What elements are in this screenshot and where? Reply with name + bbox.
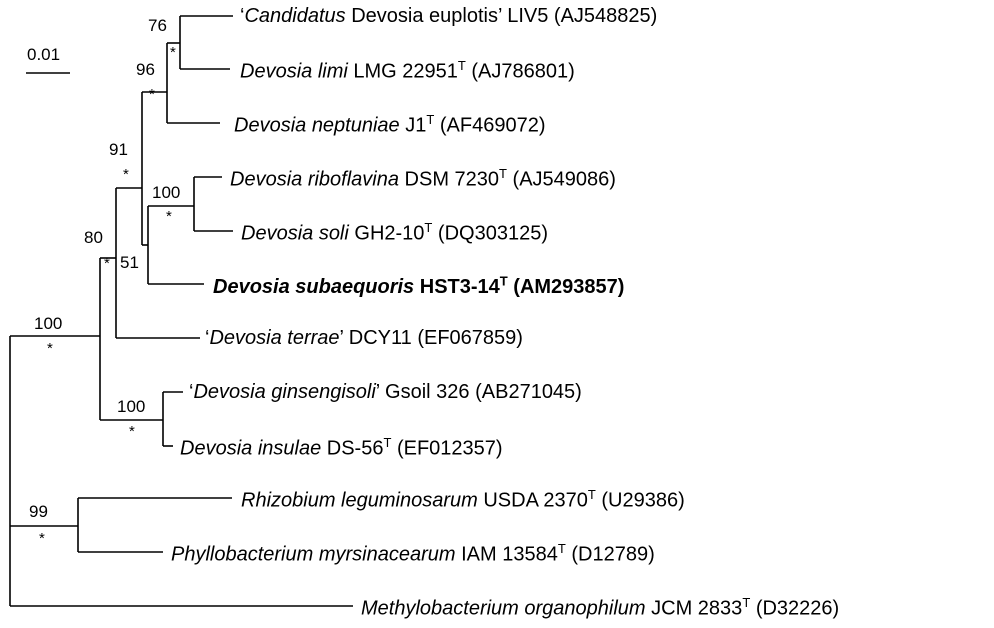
asterisk-node-devosia: * — [47, 340, 53, 357]
bootstrap-100-devosia: 100 — [34, 314, 63, 333]
close-quote: ’ — [339, 327, 344, 349]
asterisk-node-80: * — [104, 255, 110, 272]
open-quote: ‘ — [189, 381, 194, 403]
taxon-label-ginsengisoli: ‘Devosia ginsengisoli’ Gsoil 326 (AB2710… — [189, 382, 582, 402]
accession: (AJ548825) — [548, 5, 658, 27]
strain: DCY11 — [343, 327, 412, 349]
strain: LIV5 — [501, 5, 549, 27]
close-quote: ’ — [375, 381, 380, 403]
type-strain-mark: T — [557, 541, 566, 556]
taxon-italic-name: Rhizobium leguminosarum — [241, 489, 478, 512]
bootstrap-91: 91 — [109, 140, 128, 159]
taxon-label-limi: Devosia limi LMG 22951T (AJ786801) — [240, 59, 575, 82]
taxon-label-phyllobacterium: Phyllobacterium myrsinacearum IAM 13584T… — [171, 542, 655, 565]
asterisk-node-outgroup: * — [39, 530, 45, 547]
taxon-label-subaequoris: Devosia subaequoris HST3-14T (AM293857) — [213, 274, 624, 297]
bootstrap-100-riboflavina: 100 — [152, 183, 181, 202]
taxon-label-riboflavina: Devosia riboflavina DSM 7230T (AJ549086) — [230, 167, 616, 190]
accession: (AJ786801) — [465, 60, 575, 83]
strain: GH2-10 — [348, 222, 425, 245]
bootstrap-100-ginsengisoli: 100 — [117, 397, 146, 416]
scale-bar-label: 0.01 — [27, 45, 61, 64]
strain: J1 — [399, 114, 427, 137]
strain: Gsoil 326 — [379, 381, 470, 403]
bootstrap-76: 76 — [148, 16, 167, 35]
bootstrap-96: 96 — [136, 60, 155, 79]
taxon-italic-name: Devosia insulae — [180, 437, 322, 460]
type-strain-mark: T — [383, 435, 392, 450]
taxon-italic-name: Methylobacterium organophilum — [361, 597, 646, 620]
open-quote: ‘ — [240, 5, 245, 27]
strain: IAM 13584 — [455, 543, 558, 566]
taxon-label-neptuniae: Devosia neptuniae J1T (AF469072) — [234, 113, 546, 136]
asterisk-node-96: * — [149, 86, 155, 103]
strain: USDA 2370 — [477, 489, 588, 512]
type-strain-mark: T — [426, 112, 435, 127]
taxon-italic-name: Candidatus — [244, 5, 346, 27]
bootstrap-99: 99 — [29, 502, 48, 521]
taxon-italic-name: Devosia neptuniae — [234, 114, 400, 137]
accession: (U29386) — [595, 489, 685, 512]
taxon-italic-name: Devosia terrae — [209, 327, 340, 349]
accession: (AM293857) — [507, 275, 625, 298]
type-strain-mark: T — [499, 273, 508, 288]
type-strain-mark: T — [587, 487, 596, 502]
accession: (AF469072) — [434, 114, 546, 137]
strain: JCM 2833 — [645, 597, 743, 620]
taxon-italic-name: Devosia riboflavina — [230, 168, 399, 191]
accession: (EF012357) — [391, 437, 503, 460]
accession: (D12789) — [565, 543, 655, 566]
close-quote: ’ — [497, 5, 502, 27]
strain: DSM 7230 — [398, 168, 500, 191]
strain: HST3-14 — [414, 275, 500, 298]
taxon-label-soli: Devosia soli GH2-10T (DQ303125) — [241, 221, 548, 244]
type-strain-mark: T — [424, 220, 433, 235]
taxon-italic-name: Devosia ginsengisoli — [193, 381, 376, 403]
taxon-label-terrae: ‘Devosia terrae’ DCY11 (EF067859) — [205, 328, 523, 348]
open-quote: ‘ — [205, 327, 210, 349]
taxon-italic-name: Devosia subaequoris — [213, 275, 415, 298]
asterisk-node-riboflavina: * — [166, 208, 172, 225]
asterisk-node-ginsengisoli: * — [129, 423, 135, 440]
strain: DS-56 — [321, 437, 384, 460]
taxon-label-rhizobium: Rhizobium leguminosarum USDA 2370T (U293… — [241, 488, 685, 511]
taxon-label-euplotis: ‘Candidatus Devosia euplotis’ LIV5 (AJ54… — [240, 6, 657, 26]
taxon-label-methylobacterium: Methylobacterium organophilum JCM 2833T … — [361, 596, 839, 619]
accession: (EF067859) — [411, 327, 523, 349]
taxon-italic-name: Devosia soli — [241, 222, 349, 245]
type-strain-mark: T — [457, 58, 466, 73]
asterisk-node-91: * — [123, 166, 129, 183]
type-strain-mark: T — [742, 595, 751, 610]
accession: (DQ303125) — [432, 222, 548, 245]
bootstrap-51: 51 — [120, 253, 139, 272]
taxon-italic-name: Phyllobacterium myrsinacearum — [171, 543, 456, 566]
taxon-name-rest: Devosia euplotis — [345, 5, 498, 27]
asterisk-node-76: * — [170, 44, 176, 61]
accession: (AB271045) — [469, 381, 582, 403]
taxon-italic-name: Devosia limi — [240, 60, 348, 83]
bootstrap-80: 80 — [84, 228, 103, 247]
type-strain-mark: T — [499, 166, 507, 181]
accession: (D32226) — [750, 597, 840, 620]
strain: LMG 22951 — [347, 60, 458, 83]
accession: (AJ549086) — [507, 168, 616, 191]
taxon-label-insulae: Devosia insulae DS-56T (EF012357) — [180, 436, 503, 459]
